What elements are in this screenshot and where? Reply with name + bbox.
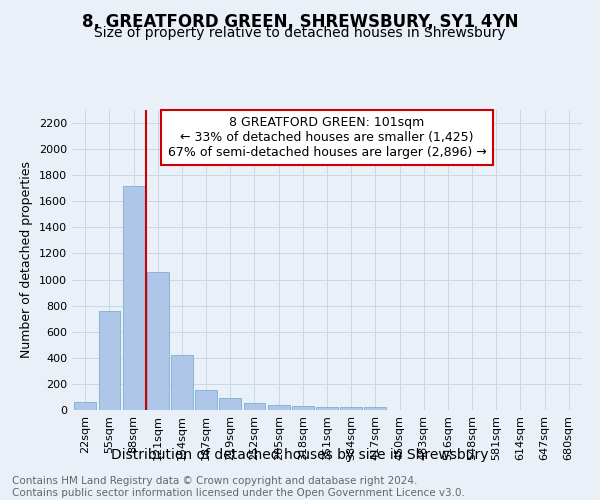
Bar: [268, 405, 290, 410]
Bar: [244, 404, 265, 410]
Text: 8 GREATFORD GREEN: 101sqm
← 33% of detached houses are smaller (1,425)
67% of se: 8 GREATFORD GREEN: 101sqm ← 33% of detac…: [167, 116, 487, 159]
Bar: [171, 355, 193, 410]
Bar: [364, 408, 386, 410]
Text: Distribution of detached houses by size in Shrewsbury: Distribution of detached houses by size …: [111, 448, 489, 462]
Y-axis label: Number of detached properties: Number of detached properties: [20, 162, 34, 358]
Bar: [220, 398, 241, 410]
Bar: [340, 408, 362, 410]
Text: Size of property relative to detached houses in Shrewsbury: Size of property relative to detached ho…: [94, 26, 506, 40]
Bar: [123, 186, 145, 410]
Bar: [195, 390, 217, 410]
Bar: [292, 406, 314, 410]
Text: Contains HM Land Registry data © Crown copyright and database right 2024.
Contai: Contains HM Land Registry data © Crown c…: [12, 476, 465, 498]
Bar: [98, 311, 121, 410]
Bar: [74, 402, 96, 410]
Bar: [316, 406, 338, 410]
Text: 8, GREATFORD GREEN, SHREWSBURY, SY1 4YN: 8, GREATFORD GREEN, SHREWSBURY, SY1 4YN: [82, 12, 518, 30]
Bar: [147, 272, 169, 410]
